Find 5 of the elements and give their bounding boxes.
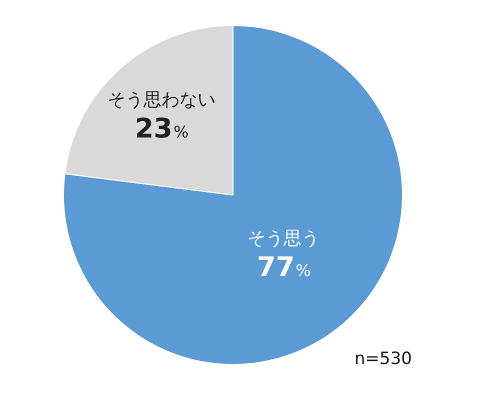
data-label: 23% [134, 114, 189, 145]
data-label: 77% [257, 252, 311, 284]
text: n=530 [354, 349, 412, 369]
slice-label: そう思う [247, 228, 320, 250]
slice-label: そう思わない [107, 90, 216, 111]
